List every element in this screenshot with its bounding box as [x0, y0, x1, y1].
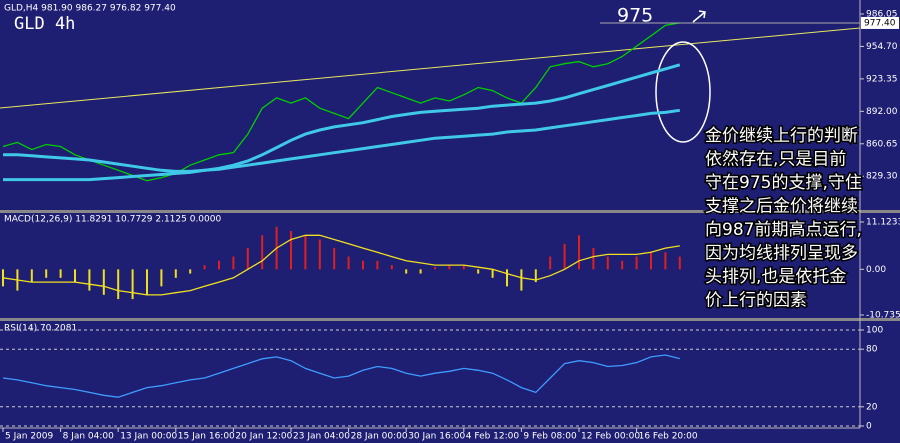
histogram-bar [261, 235, 264, 270]
x-tick-label: 23 Jan 04:00 [293, 432, 350, 442]
histogram-bar [563, 243, 566, 270]
x-tick-label: 12 Feb 00:00 [581, 432, 640, 442]
note-line: 向987前期高点运行, [705, 220, 862, 240]
arrow [692, 10, 706, 23]
note-line: 守在975的支撑,守住 [705, 173, 862, 193]
note-line: 依然存在,只是目前 [705, 150, 846, 170]
price-box [861, 16, 899, 29]
note-line: 金价继续上行的判断 [705, 126, 858, 146]
series-line [2, 354, 680, 398]
histogram-bar [621, 260, 624, 270]
histogram-bar [59, 269, 62, 278]
histogram-bar [30, 269, 33, 283]
histogram-bar [304, 235, 307, 270]
x-tick-label: 8 Jan 04:00 [63, 432, 115, 442]
separator [0, 210, 900, 213]
histogram-bar [434, 267, 436, 270]
histogram-bar [362, 260, 364, 270]
histogram-bar [578, 235, 580, 270]
y-tick-label: 829.30 [866, 172, 898, 182]
panel-header: GLD,H4 981.90 986.27 976.82 977.40 [4, 4, 176, 14]
histogram-bar [448, 265, 451, 270]
series-line [3, 108, 681, 182]
trend-line [0, 27, 861, 109]
x-tick-label: 20 Jan 12:00 [235, 432, 292, 442]
x-tick-label: 9 Feb 08:00 [523, 432, 577, 442]
y-tick-label: 11.1233 [866, 218, 900, 228]
histogram-bar [102, 269, 105, 295]
note-line: 价上行的因素 [705, 291, 807, 311]
note-line: 支撑之后金价将继续 [705, 197, 858, 217]
note-line: 头排列,也是依托金 [705, 267, 846, 287]
x-tick-label: 30 Jan 16:00 [408, 432, 465, 442]
histogram-bar [520, 269, 523, 291]
y-tick-label: -10.7357 [866, 311, 900, 321]
x-tick-label: 15 Jan 16:00 [178, 432, 235, 442]
histogram-bar [462, 265, 465, 270]
histogram-bar [491, 269, 494, 278]
histogram-bar [664, 252, 667, 270]
histogram-bar [131, 269, 134, 300]
x-tick-label: 16 Feb 20:00 [639, 432, 698, 442]
histogram-bar [405, 269, 408, 274]
histogram-bar [678, 256, 681, 270]
histogram-bar [45, 269, 48, 278]
histogram-bar [419, 269, 422, 274]
plots: 986.05 954.70 923.35 892.00 860.65 829.30 977.… [0, 9, 900, 442]
y-tick-label: 0 [866, 422, 872, 432]
y-tick-label: 80 [866, 345, 878, 355]
separator [0, 318, 900, 321]
annotation: 975 [617, 5, 653, 27]
series-line [2, 22, 680, 182]
panel-header: RSI(14) 70.2081 [4, 324, 77, 334]
histogram-bar [650, 252, 652, 270]
y-tick-label: 892.00 [866, 107, 898, 117]
histogram-bar [635, 256, 638, 270]
x-tick-label: 28 Jan 00:00 [351, 432, 408, 442]
histogram-bar [390, 265, 393, 270]
histogram-bar [477, 269, 480, 274]
histogram-bar [117, 269, 120, 300]
y-tick-label: 986.05 [866, 9, 898, 19]
histogram-bar [74, 269, 76, 283]
histogram-bar [203, 265, 206, 270]
panel-header: MACD(12,26,9) 11.8291 10.7729 2.1125 0.0… [4, 215, 221, 225]
histogram-bar [146, 269, 148, 295]
histogram-bar [606, 256, 609, 270]
histogram-bar [376, 260, 379, 270]
note-line: 因为均线排列呈现多 [705, 244, 858, 264]
histogram-bar [318, 239, 321, 270]
histogram-bar [333, 248, 336, 270]
histogram-bar [160, 269, 163, 287]
histogram-bar [246, 248, 249, 270]
histogram-bar [232, 256, 235, 270]
histogram-bar [534, 269, 537, 283]
y-tick-label: 923.35 [866, 74, 898, 84]
y-tick-label: 100 [866, 326, 883, 336]
histogram-bar [189, 269, 192, 274]
x-tick-label: 13 Jan 00:00 [120, 432, 177, 442]
histogram-bar [174, 269, 177, 278]
histogram-bar [218, 260, 220, 270]
y-tick-label: 20 [866, 402, 878, 412]
x-tick-label: 4 Feb 12:00 [466, 432, 520, 442]
histogram-bar [592, 248, 595, 270]
highlight-ellipse [655, 41, 711, 143]
histogram-bar [506, 269, 508, 287]
price-label: 977.40 [864, 18, 896, 28]
y-tick-label: 860.65 [866, 139, 898, 149]
series-line [2, 234, 680, 296]
y-tick-label: 0.00 [866, 265, 886, 275]
chart-title: GLD 4h [14, 14, 75, 34]
histogram-bar [290, 231, 292, 270]
notes: 金价继续上行的判断依然存在,只是目前守在975的支撑,守住支撑之后金价将继续向9… [704, 125, 864, 313]
y-tick-label: 954.70 [866, 42, 898, 52]
histogram-bar [549, 256, 552, 270]
histogram-bar [347, 256, 350, 270]
histogram-bar [88, 269, 91, 291]
series-line [3, 63, 681, 173]
x-tick-label: 5 Jan 2009 [5, 432, 53, 442]
